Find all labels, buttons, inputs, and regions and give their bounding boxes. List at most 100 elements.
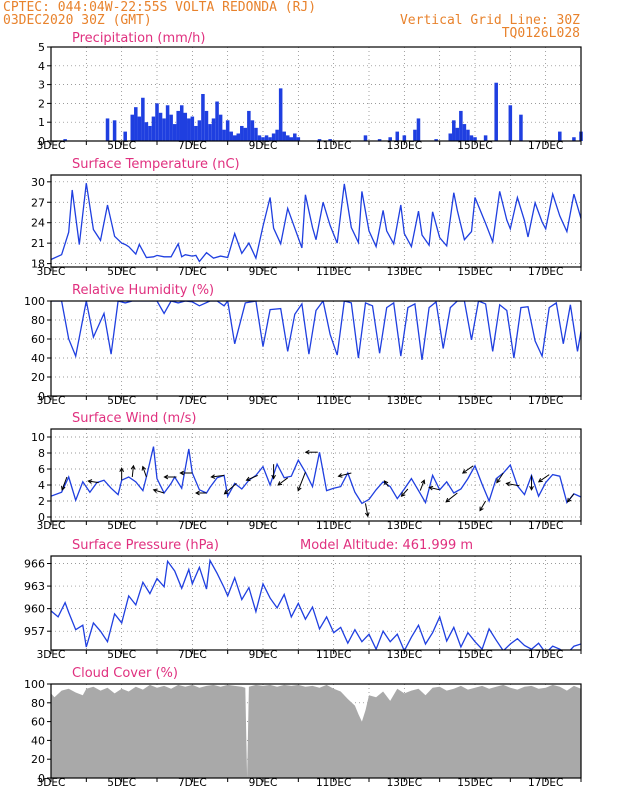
x-tick-label: 9DEC <box>249 266 278 278</box>
wind-arrow-head <box>461 469 467 474</box>
wind-arrow <box>462 465 474 474</box>
precip-bar <box>402 135 407 141</box>
precip-bar <box>215 101 219 141</box>
x-tick-label: 17DEC <box>528 777 563 789</box>
wind-arrow <box>496 472 504 483</box>
precip-bar <box>317 139 322 141</box>
precip-bar <box>285 135 290 141</box>
precip-bar <box>148 125 152 141</box>
y-tick-label: 4 <box>38 60 45 73</box>
wind-arrow-head <box>223 489 229 495</box>
x-tick-label: 5DEC <box>107 520 136 532</box>
panel-frame <box>50 555 582 651</box>
x-tick-label: 11DEC <box>316 520 351 532</box>
y-tick-label: 20 <box>31 753 45 766</box>
precip-bar <box>232 135 237 141</box>
precip-bar <box>388 137 392 141</box>
panel-4: Surface Wind (m/s) 0 2 4 6 8 10 3DEC 5DEC 7DEC 9DE… <box>31 411 582 532</box>
precip-bar <box>264 135 269 141</box>
x-tick-label: 9DEC <box>249 395 278 407</box>
precip-bar <box>473 137 477 141</box>
y-tick-label: 3 <box>38 79 45 92</box>
x-tick-label: 9DEC <box>249 649 278 661</box>
precip-bar <box>201 94 205 141</box>
y-tick-label: 100 <box>24 678 45 691</box>
precip-bar <box>469 135 474 141</box>
wind-arrow-head <box>163 474 169 480</box>
series-line <box>51 558 581 650</box>
panel-title: Surface Temperature (nC) <box>72 157 240 172</box>
y-tick-label: 24 <box>31 217 45 230</box>
x-tick-label: 3DEC <box>37 520 66 532</box>
x-tick-label: 17DEC <box>528 395 563 407</box>
precip-bar <box>190 116 195 141</box>
y-tick-label: 963 <box>24 580 45 593</box>
wind-arrow-head <box>400 492 406 497</box>
precip-bar <box>466 129 470 141</box>
precip-bar <box>134 107 138 141</box>
precip-bar <box>208 124 212 141</box>
wind-arrow-head <box>141 465 147 471</box>
series-line <box>51 301 581 360</box>
wind-arrow-head <box>337 473 343 478</box>
y-tick-label: 0 <box>38 511 45 524</box>
precip-bar <box>165 105 170 141</box>
precip-bar <box>282 131 286 141</box>
x-tick-label: 3DEC <box>37 266 66 278</box>
wind-arrow <box>153 489 165 494</box>
precip-bar <box>218 114 223 141</box>
x-tick-label: 5DEC <box>107 140 136 152</box>
y-tick-label: 21 <box>31 237 45 250</box>
precip-bar <box>229 131 233 141</box>
wind-arrow-head <box>428 485 434 491</box>
wind-arrow <box>445 492 458 503</box>
x-tick-label: 11DEC <box>316 140 351 152</box>
wind-arrow-head <box>383 480 389 486</box>
x-tick-label: 9DEC <box>249 777 278 789</box>
precip-bar <box>194 125 198 141</box>
precip-bar <box>459 110 463 141</box>
x-tick-label: 5DEC <box>107 395 136 407</box>
x-tick-label: 7DEC <box>178 520 207 532</box>
precip-bar <box>289 137 294 141</box>
panel-title: Relative Humidity (%) <box>72 283 214 298</box>
x-tick-label: 9DEC <box>249 140 278 152</box>
precip-bar <box>236 133 241 141</box>
wind-arrow-head <box>271 474 276 480</box>
wind-arrow <box>401 488 409 497</box>
wind-arrow-head <box>245 476 251 482</box>
x-tick-label: 11DEC <box>316 649 351 661</box>
wind-arrow <box>297 472 306 491</box>
precip-bar <box>250 120 255 141</box>
precip-bar <box>483 135 488 141</box>
precip-bar <box>105 118 110 141</box>
series-line <box>51 183 581 263</box>
precip-bar <box>519 114 523 141</box>
precip-bar <box>162 118 166 141</box>
wind-arrow-head <box>496 478 501 484</box>
precip-bar <box>296 137 301 141</box>
panel-6: Cloud Cover (%) 0 20 40 60 80 100 3DEC 5DEC 7DEC 9… <box>24 666 582 789</box>
precip-bar <box>572 137 576 141</box>
wind-arrow-head <box>87 479 93 484</box>
precip-bar <box>123 131 127 141</box>
x-tick-label: 11DEC <box>316 777 351 789</box>
x-tick-label: 17DEC <box>528 266 563 278</box>
precip-bar <box>169 114 173 141</box>
y-tick-label: 1 <box>38 116 45 129</box>
precip-bar <box>176 110 180 141</box>
precip-bar <box>243 127 248 141</box>
y-tick-label: 80 <box>31 697 45 710</box>
x-tick-label: 15DEC <box>457 395 492 407</box>
x-tick-label: 5DEC <box>107 649 136 661</box>
y-tick-label: 4 <box>38 479 45 492</box>
wind-arrow-head <box>479 506 484 512</box>
wind-arrow <box>567 493 575 503</box>
precip-bar <box>247 110 251 141</box>
x-tick-label: 13DEC <box>387 520 422 532</box>
x-tick-label: 15DEC <box>457 649 492 661</box>
y-tick-label: 30 <box>31 176 45 189</box>
precip-bar <box>63 139 67 141</box>
x-tick-label: 11DEC <box>316 395 351 407</box>
